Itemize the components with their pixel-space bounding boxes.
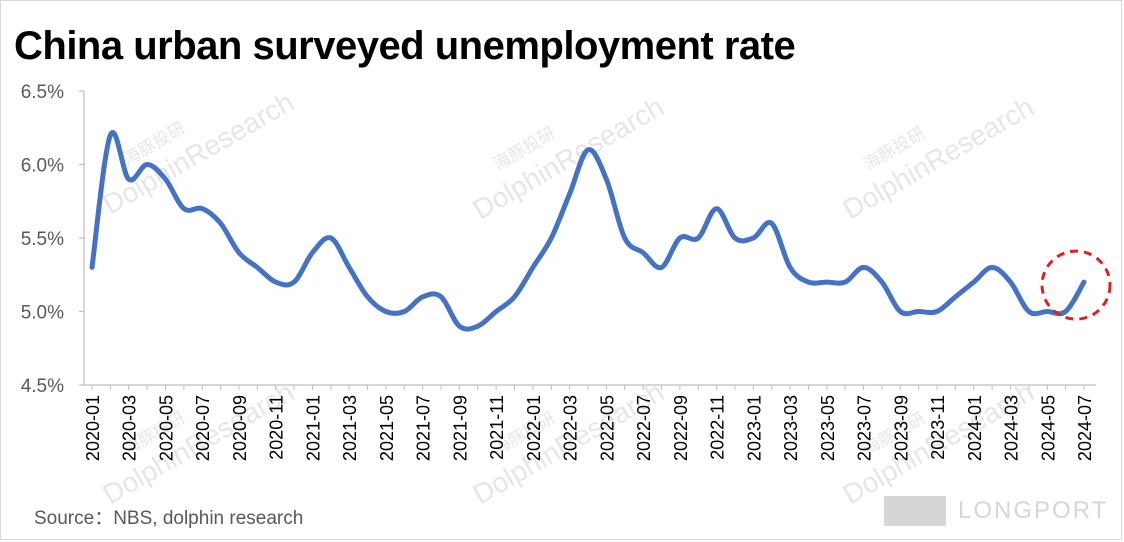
x-tick-label: 2024-03 <box>1002 395 1022 461</box>
series-layer <box>89 129 1087 332</box>
x-tick-label: 2023-05 <box>818 395 838 461</box>
x-tick-label: 2024-01 <box>965 395 985 461</box>
x-tick-label: 2021-07 <box>414 395 434 461</box>
x-tick-label: 2023-03 <box>781 395 801 461</box>
x-tick-label: 2021-03 <box>340 395 360 461</box>
x-tick-label: 2022-11 <box>708 395 728 460</box>
x-tick-label: 2020-01 <box>83 395 103 461</box>
longport-logo: LONGPORT <box>884 496 1108 526</box>
x-tick-label: 2022-09 <box>671 395 691 461</box>
x-tick-label: 2024-07 <box>1075 395 1095 461</box>
source-note: Source：NBS, dolphin research <box>34 508 304 529</box>
x-tick-label: 2020-07 <box>193 395 213 461</box>
x-tick-label: 2020-05 <box>156 395 176 461</box>
x-tick-label: 2020-03 <box>120 395 140 461</box>
x-tick-label: 2022-05 <box>597 395 617 461</box>
y-tick-label: 5.5% <box>21 229 64 250</box>
x-tick-label: 2022-01 <box>524 395 544 461</box>
logo-wordmark: LONGPORT <box>958 497 1109 524</box>
highlight-layer <box>1040 249 1112 321</box>
x-tick-label: 2022-07 <box>634 395 654 461</box>
x-tick-label: 2021-09 <box>450 395 470 461</box>
logo-mark-icon <box>884 496 946 526</box>
x-tick-label: 2023-01 <box>744 395 764 461</box>
x-tick-label: 2021-05 <box>377 395 397 461</box>
y-tick-label: 5.0% <box>21 303 64 324</box>
x-tick-label: 2020-11 <box>267 395 287 460</box>
x-tick-label: 2020-09 <box>230 395 250 461</box>
x-tick-label: 2022-03 <box>561 395 581 461</box>
y-tick-label: 6.5% <box>21 82 64 103</box>
chart-title: China urban surveyed unemployment rate <box>14 24 796 68</box>
x-tick-label: 2024-05 <box>1038 395 1058 461</box>
x-tick-label: 2021-11 <box>487 395 507 460</box>
x-tick-label: 2023-09 <box>891 395 911 461</box>
y-tick-label: 4.5% <box>21 376 64 397</box>
highlight-circle <box>1040 249 1112 321</box>
y-tick-labels: 4.5% 5.0% 5.5% 6.0% 6.5% <box>21 82 84 397</box>
x-tick-label: 2023-07 <box>855 395 875 461</box>
x-tick-label: 2021-01 <box>303 395 323 461</box>
series-line <box>89 129 1087 332</box>
x-tick-label: 2023-11 <box>928 395 948 460</box>
x-tick-labels: 2020-01 2020-03 2020-05 2020-07 2020-09 2020-… <box>83 385 1095 461</box>
y-tick-label: 6.0% <box>21 156 64 177</box>
